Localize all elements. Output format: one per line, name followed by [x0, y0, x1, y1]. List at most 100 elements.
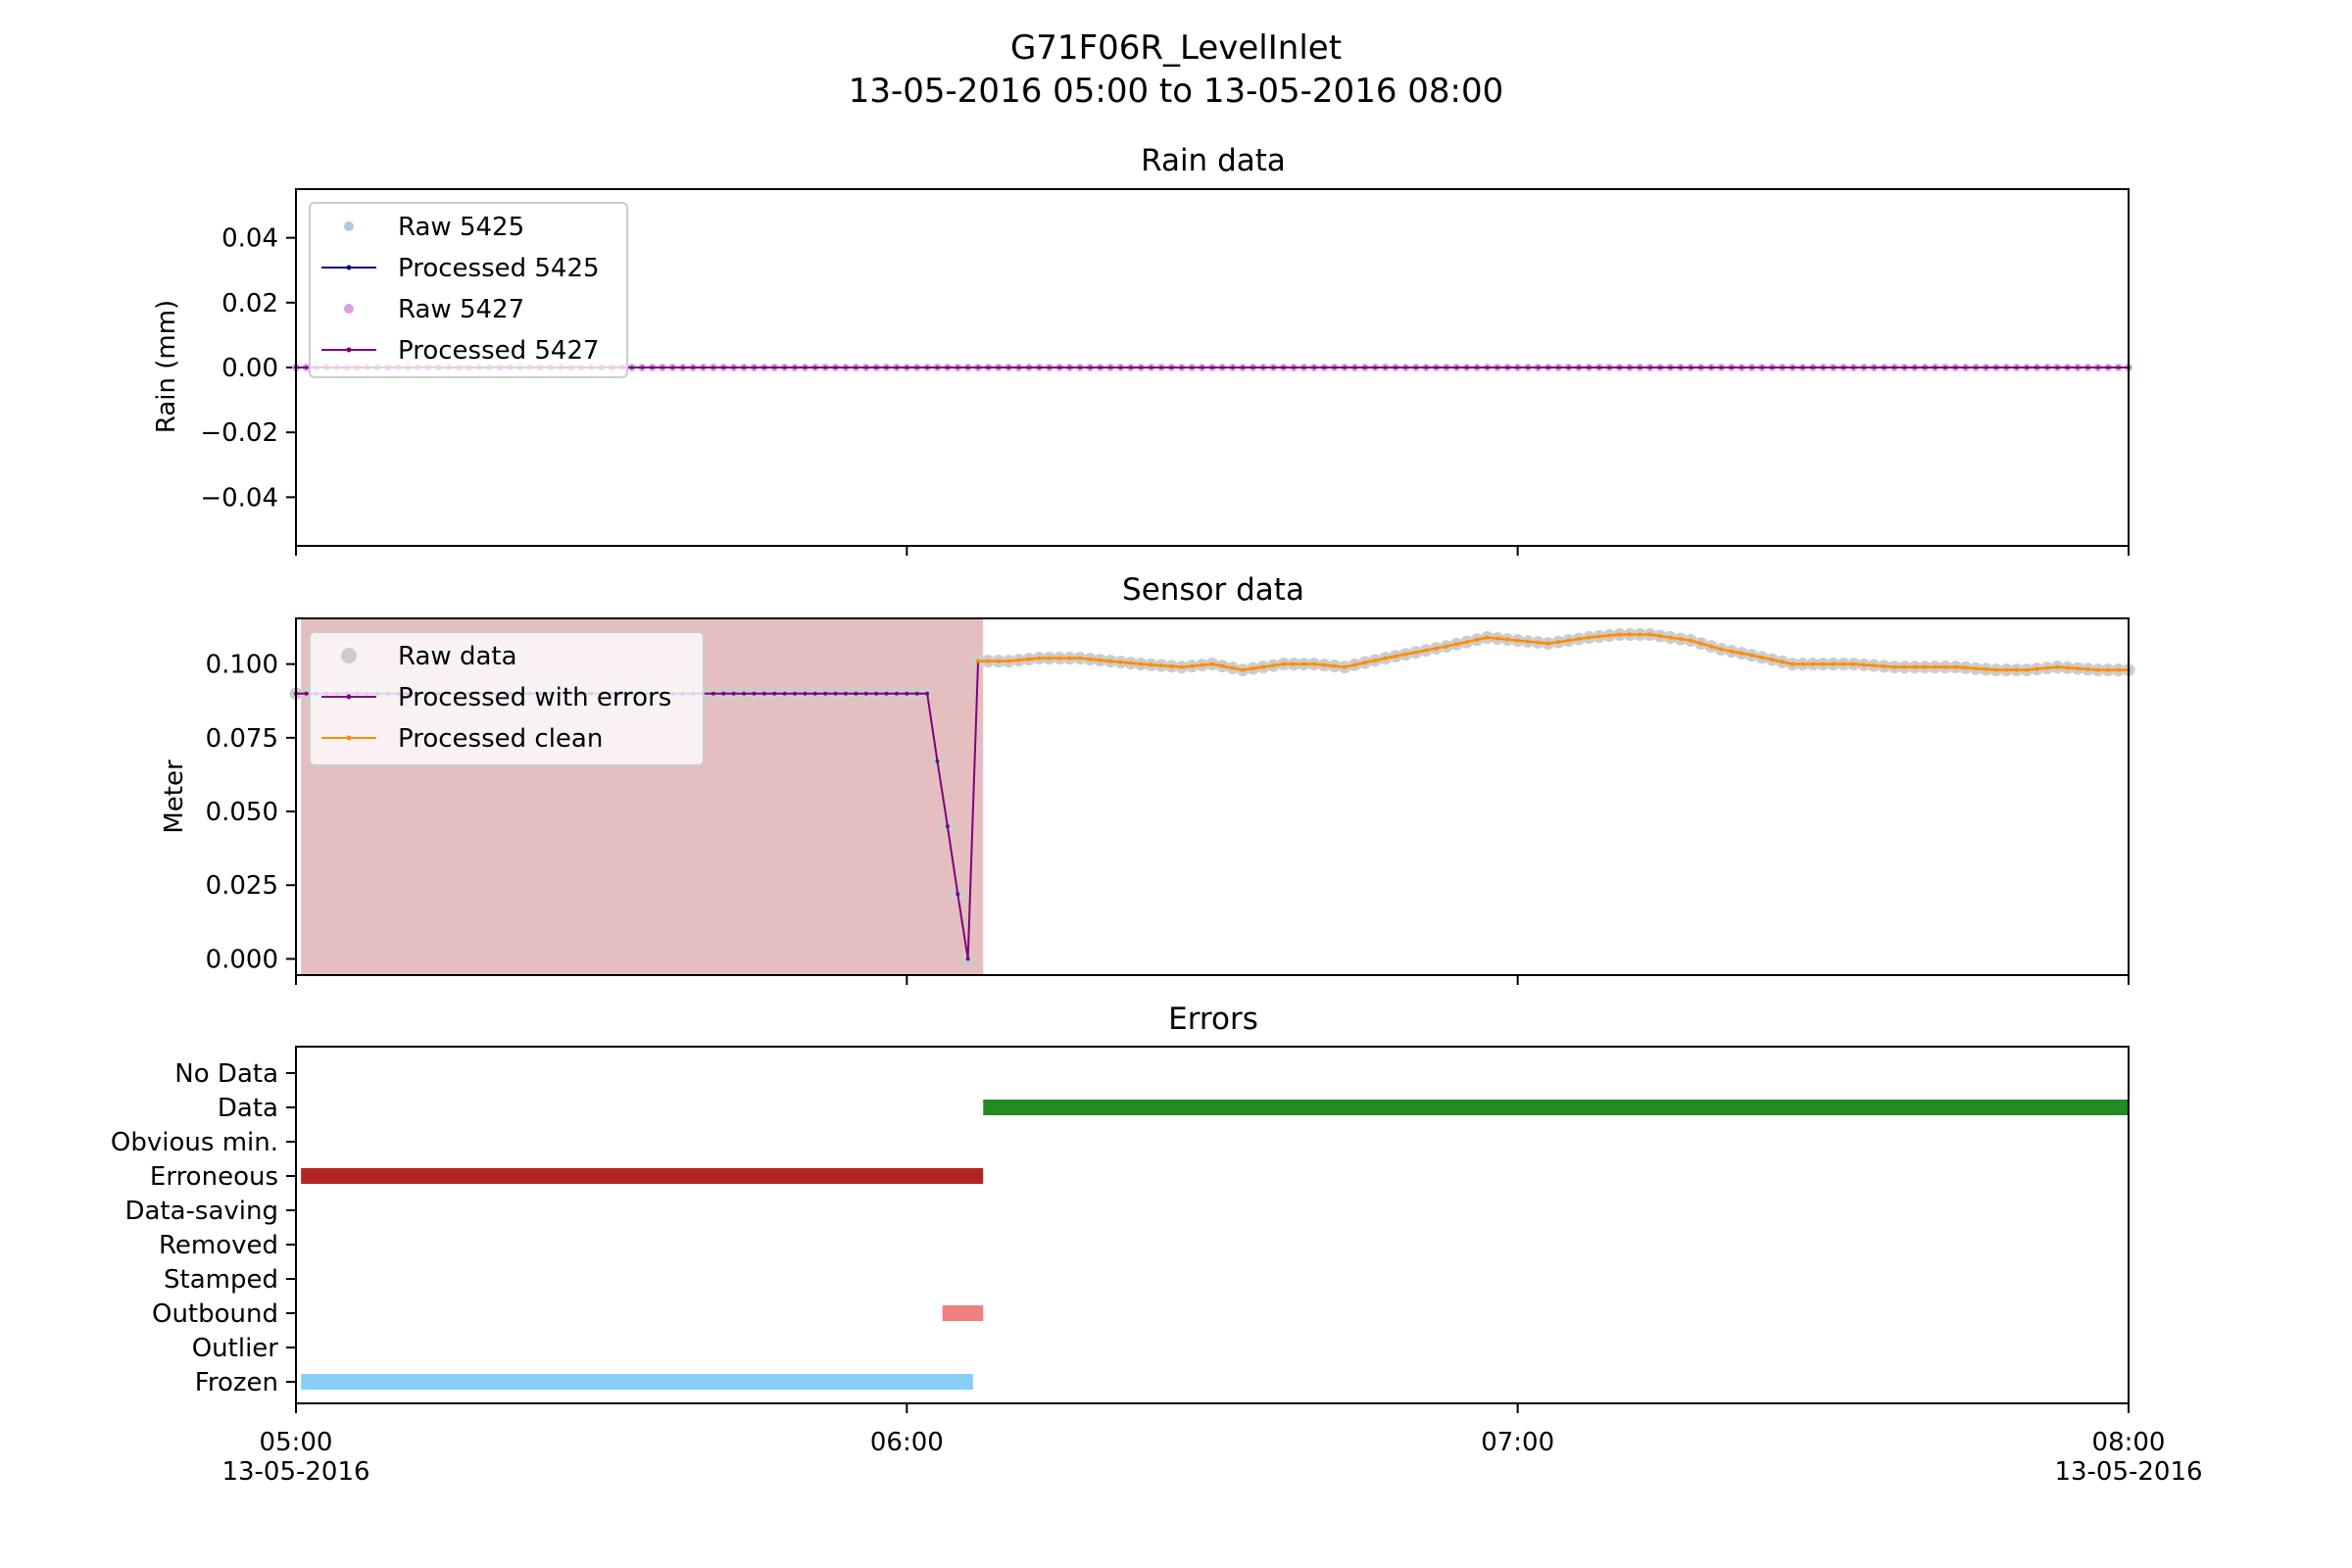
rain-legend: Raw 5425 Processed 5425 Raw 5427 Processed … [309, 202, 628, 378]
processed-clean-point [1515, 638, 1520, 643]
error-bar-outbound [942, 1305, 984, 1321]
processed-with-errors-point [710, 691, 715, 696]
rain-point [1698, 366, 1703, 369]
rain-point [997, 366, 1001, 369]
processed-with-errors-point [761, 691, 766, 696]
processed-clean-point [1872, 663, 1877, 668]
error-bar-frozen [301, 1374, 973, 1390]
processed-clean-point [1394, 654, 1397, 659]
x-tick-date-label: 13-05-2016 [2054, 1457, 2202, 1487]
y-tick-label: −0.02 [200, 418, 278, 448]
rain-point [1719, 366, 1724, 369]
rain-point [1383, 366, 1388, 369]
rain-point [1994, 366, 1998, 369]
rain-point [1434, 366, 1439, 369]
processed-clean-point [1016, 658, 1021, 662]
processed-clean-point [1566, 638, 1571, 643]
processed-clean-point [1027, 657, 1031, 662]
rain-point [1241, 366, 1245, 369]
processed-with-errors-point [812, 691, 817, 696]
processed-with-errors-point [894, 691, 899, 696]
legend-label: Processed clean [398, 724, 603, 754]
rain-point [2055, 366, 2060, 369]
rain-point [1566, 366, 1571, 369]
processed-clean-point [1861, 662, 1866, 667]
rain-point [711, 366, 715, 369]
processed-clean-point [1587, 635, 1592, 640]
processed-clean-point [1322, 662, 1327, 667]
processed-clean-point [1617, 632, 1622, 637]
processed-with-errors-point [863, 691, 868, 696]
legend-label: Raw 5427 [398, 295, 524, 324]
rain-point [721, 366, 726, 369]
processed-clean-point [1271, 663, 1276, 668]
processed-clean-point [1556, 640, 1561, 645]
processed-clean-point [1627, 632, 1632, 637]
processed-clean-point [1301, 662, 1306, 666]
rain-point [1913, 366, 1917, 369]
rain-point [1596, 366, 1601, 369]
processed-clean-point [1943, 664, 1947, 669]
category-label: Outlier [192, 1334, 279, 1363]
rain-point [1149, 366, 1153, 369]
processed-with-errors-point [854, 691, 858, 696]
processed-clean-point [1475, 637, 1480, 642]
rain-point [965, 366, 970, 369]
legend-point-swatch [344, 221, 354, 231]
rain-point [1709, 366, 1713, 369]
sensor-y-ticks: 0.100 0.075 0.050 0.025 0.000 [206, 651, 296, 974]
rain-point [1933, 366, 1937, 369]
processed-clean-point [1149, 662, 1153, 667]
rain-point [2076, 366, 2080, 369]
processed-clean-point [1179, 664, 1184, 669]
rain-point [1872, 366, 1877, 369]
processed-with-errors-point [304, 691, 309, 696]
processed-with-errors-point [925, 691, 930, 696]
processed-clean-point [1230, 665, 1235, 670]
rain-point [650, 366, 655, 369]
processed-clean-point [1098, 658, 1102, 662]
rain-point [1647, 366, 1652, 369]
error-bar-data [983, 1100, 2129, 1115]
rain-point [1740, 366, 1744, 369]
processed-clean-point [1444, 644, 1448, 649]
processed-clean-point [2055, 664, 2060, 669]
processed-clean-point [1974, 666, 1979, 671]
rain-point [1067, 366, 1072, 369]
x-tick-time-label: 05:00 [260, 1428, 333, 1457]
processed-clean-point [1159, 663, 1164, 668]
y-tick-label: 0.00 [221, 354, 278, 383]
rain-point [1413, 366, 1418, 369]
processed-clean-point [1953, 664, 1958, 669]
rain-point [1536, 366, 1541, 369]
processed-clean-point [1485, 635, 1490, 640]
processed-clean-point [1332, 663, 1337, 668]
rain-point [1984, 366, 1988, 369]
processed-with-errors-point [833, 691, 838, 696]
rain-point [1862, 366, 1866, 369]
y-tick-label: 0.075 [206, 724, 278, 754]
processed-with-errors-point [721, 691, 726, 696]
processed-with-errors-point [823, 691, 828, 696]
rain-point [2116, 366, 2121, 369]
rain-point [1943, 366, 1947, 369]
rain-point [1811, 366, 1815, 369]
rain-point [1505, 366, 1510, 369]
processed-clean-point [2014, 667, 2019, 672]
rain-point [905, 366, 909, 369]
processed-clean-point [1403, 652, 1408, 657]
rain-point [691, 366, 695, 369]
rain-point [914, 366, 919, 369]
rain-point [823, 366, 828, 369]
processed-clean-point [1851, 662, 1856, 666]
rain-point [742, 366, 746, 369]
rain-point [1332, 366, 1337, 369]
legend-label: Raw 5425 [398, 213, 524, 242]
processed-clean-point [1545, 641, 1550, 646]
processed-with-errors-point [935, 759, 940, 763]
processed-clean-point [1770, 658, 1775, 662]
rain-point [1831, 366, 1836, 369]
processed-with-errors-point [844, 691, 848, 696]
rain-point [1312, 366, 1316, 369]
processed-clean-point [1464, 640, 1469, 645]
